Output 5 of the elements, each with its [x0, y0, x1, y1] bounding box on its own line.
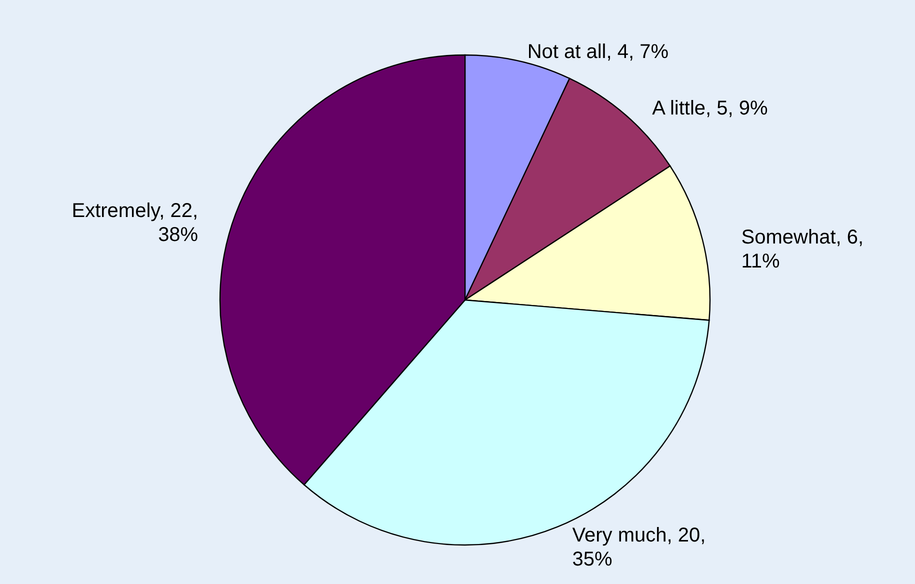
slice-label: Somewhat, 6, 11%	[741, 226, 864, 273]
slice-label: Very much, 20, 35%	[572, 524, 706, 570]
slice-label: A little, 5, 9%	[652, 97, 768, 120]
slice-label: Extremely, 22, 38%	[72, 200, 198, 246]
slice-label: Not at all, 4, 7%	[527, 41, 669, 64]
